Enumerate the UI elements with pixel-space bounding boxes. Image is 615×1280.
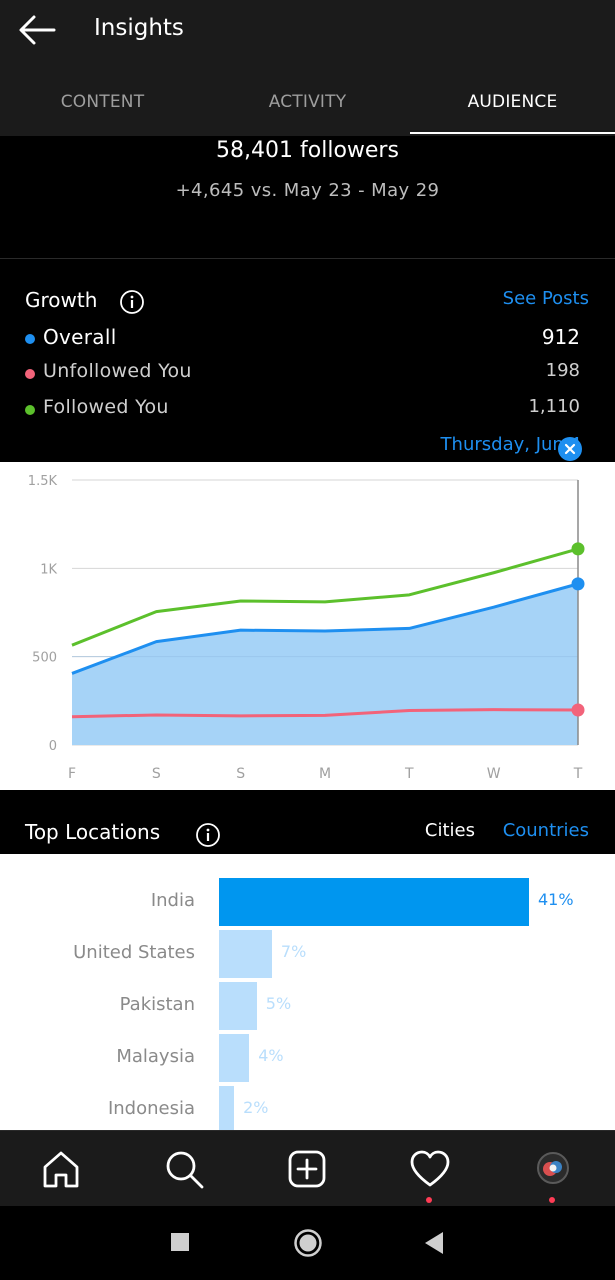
followed-dot	[25, 405, 35, 415]
location-name: Indonesia	[107, 1098, 195, 1119]
notification-dot	[426, 1197, 432, 1203]
x-tick-label: M	[319, 766, 331, 782]
x-tick-label: T	[573, 766, 583, 782]
recents-button[interactable]	[170, 1232, 190, 1252]
selected-date: Thursday, Jun 4	[440, 434, 581, 455]
legend-label: Unfollowed You	[43, 360, 192, 382]
home-icon[interactable]	[37, 1145, 85, 1193]
home-button[interactable]	[293, 1228, 323, 1258]
legend-value: 198	[545, 360, 580, 381]
data-point	[571, 542, 585, 556]
legend-label: Overall	[43, 325, 117, 349]
activity-tab[interactable]	[406, 1145, 454, 1203]
location-row: Malaysia 4%	[0, 1034, 615, 1082]
location-bar	[219, 930, 272, 978]
y-tick-label: 0	[49, 739, 57, 754]
top-locations-header: Top Locations Cities Countries	[0, 790, 615, 854]
insights-tabs: CONTENT ACTIVITY AUDIENCE	[0, 68, 615, 136]
y-tick-label: 1.5K	[28, 474, 58, 489]
close-icon	[564, 443, 576, 455]
x-tick-label: S	[152, 766, 161, 782]
avatar-icon	[543, 1161, 562, 1176]
x-tick-label: S	[236, 766, 245, 782]
back-button[interactable]	[424, 1231, 444, 1255]
tab-activity[interactable]: ACTIVITY	[268, 92, 347, 112]
add-post-icon[interactable]	[283, 1145, 331, 1193]
followers-count: 58,401 followers	[216, 138, 399, 163]
legend-value: 1,110	[528, 396, 580, 417]
legend-value: 912	[541, 325, 580, 349]
followers-summary: 58,401 followers +4,645 vs. May 23 - May…	[0, 136, 615, 258]
heart-icon	[410, 1150, 450, 1187]
data-point	[571, 703, 585, 717]
cities-toggle[interactable]: Cities	[424, 820, 475, 841]
data-point	[571, 577, 585, 591]
location-name: India	[150, 890, 195, 911]
location-bar	[219, 1086, 235, 1130]
app-header: Insights	[0, 0, 615, 68]
location-percent: 41%	[538, 890, 574, 909]
active-tab-indicator	[410, 132, 615, 134]
location-percent: 2%	[243, 1098, 269, 1117]
unfollowed-dot	[25, 369, 35, 379]
location-row: United States 7%	[0, 930, 615, 978]
y-tick-label: 1K	[40, 562, 57, 577]
legend-overall: Overall 912	[25, 325, 590, 353]
location-percent: 7%	[280, 942, 307, 961]
legend-followed: Followed You 1,110	[25, 396, 590, 424]
system-navigation	[0, 1206, 615, 1280]
x-tick-label: F	[68, 766, 76, 782]
search-icon[interactable]	[160, 1145, 208, 1193]
overall-dot	[25, 334, 35, 344]
y-tick-label: 500	[32, 651, 57, 666]
location-name: Malaysia	[116, 1046, 195, 1067]
location-bar	[219, 878, 529, 926]
x-tick-label: W	[487, 766, 501, 782]
location-row: Pakistan 5%	[0, 982, 615, 1030]
growth-chart-svg: 0 500 1K 1.5K F S S M T W T	[28, 474, 585, 782]
tab-content[interactable]: CONTENT	[60, 92, 145, 112]
location-name: United States	[73, 942, 195, 963]
profile-tab[interactable]	[529, 1145, 577, 1203]
top-locations-title: Top Locations	[25, 820, 161, 844]
growth-title: Growth	[25, 288, 98, 312]
profile-avatar[interactable]	[537, 1152, 569, 1184]
growth-section: Growth See Posts Overall 912 Unfollowed …	[0, 259, 615, 462]
legend-label: Followed You	[43, 396, 169, 418]
see-posts-link[interactable]: See Posts	[502, 288, 589, 309]
location-row: India 41%	[0, 878, 615, 926]
location-percent: 5%	[265, 994, 292, 1013]
followers-delta: +4,645 vs. May 23 - May 29	[175, 180, 440, 201]
tab-audience[interactable]: AUDIENCE	[467, 92, 558, 112]
x-tick-label: T	[404, 766, 414, 782]
notification-dot	[549, 1197, 555, 1203]
location-name: Pakistan	[119, 994, 195, 1015]
growth-chart[interactable]: 0 500 1K 1.5K F S S M T W T	[0, 462, 615, 790]
top-locations-list: India 41% United States 7% Pakistan 5% Malaysi…	[0, 854, 615, 1130]
location-bar	[219, 1034, 250, 1082]
section-divider	[0, 258, 615, 259]
page-title: Insights	[94, 15, 184, 41]
overall-area	[72, 583, 578, 745]
bottom-navigation	[0, 1130, 615, 1206]
info-icon[interactable]	[119, 289, 145, 315]
location-bar	[219, 982, 257, 1030]
clear-date-button[interactable]	[558, 437, 582, 461]
legend-unfollowed: Unfollowed You 198	[25, 360, 590, 388]
countries-toggle[interactable]: Countries	[502, 820, 589, 841]
back-arrow-icon[interactable]	[16, 12, 60, 48]
info-icon[interactable]	[195, 822, 221, 848]
location-percent: 4%	[258, 1046, 284, 1065]
location-row: Indonesia 2%	[0, 1086, 615, 1130]
